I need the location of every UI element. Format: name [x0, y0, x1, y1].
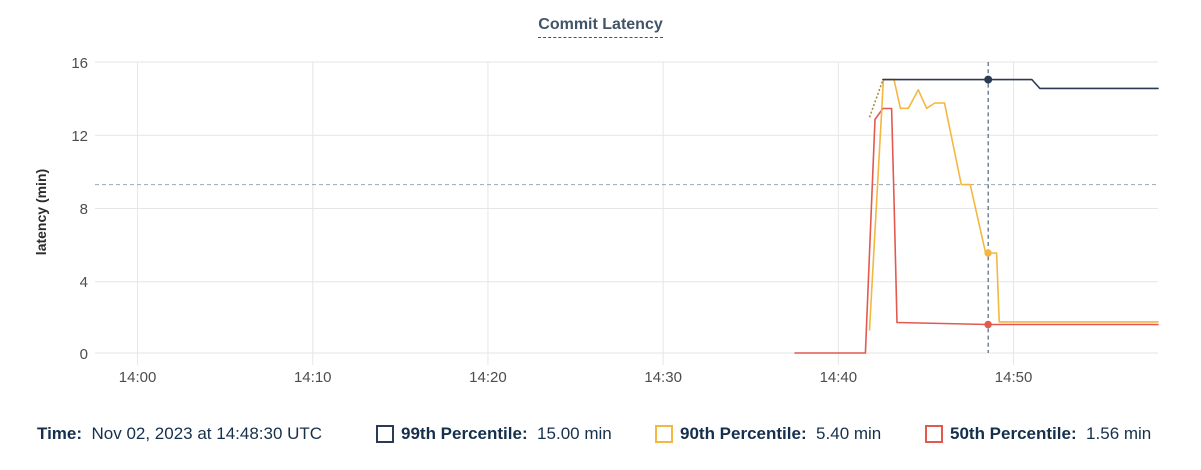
svg-text:14:20: 14:20 [469, 369, 507, 386]
svg-text:4: 4 [80, 274, 88, 291]
svg-text:12: 12 [71, 128, 88, 145]
svg-text:14:30: 14:30 [644, 369, 682, 386]
svg-text:14:10: 14:10 [294, 369, 332, 386]
svg-text:14:50: 14:50 [995, 369, 1033, 386]
svg-text:16: 16 [71, 55, 88, 72]
svg-text:14:00: 14:00 [119, 369, 157, 386]
svg-text:14:40: 14:40 [820, 369, 858, 386]
svg-text:0: 0 [80, 346, 88, 363]
svg-text:8: 8 [80, 201, 88, 218]
